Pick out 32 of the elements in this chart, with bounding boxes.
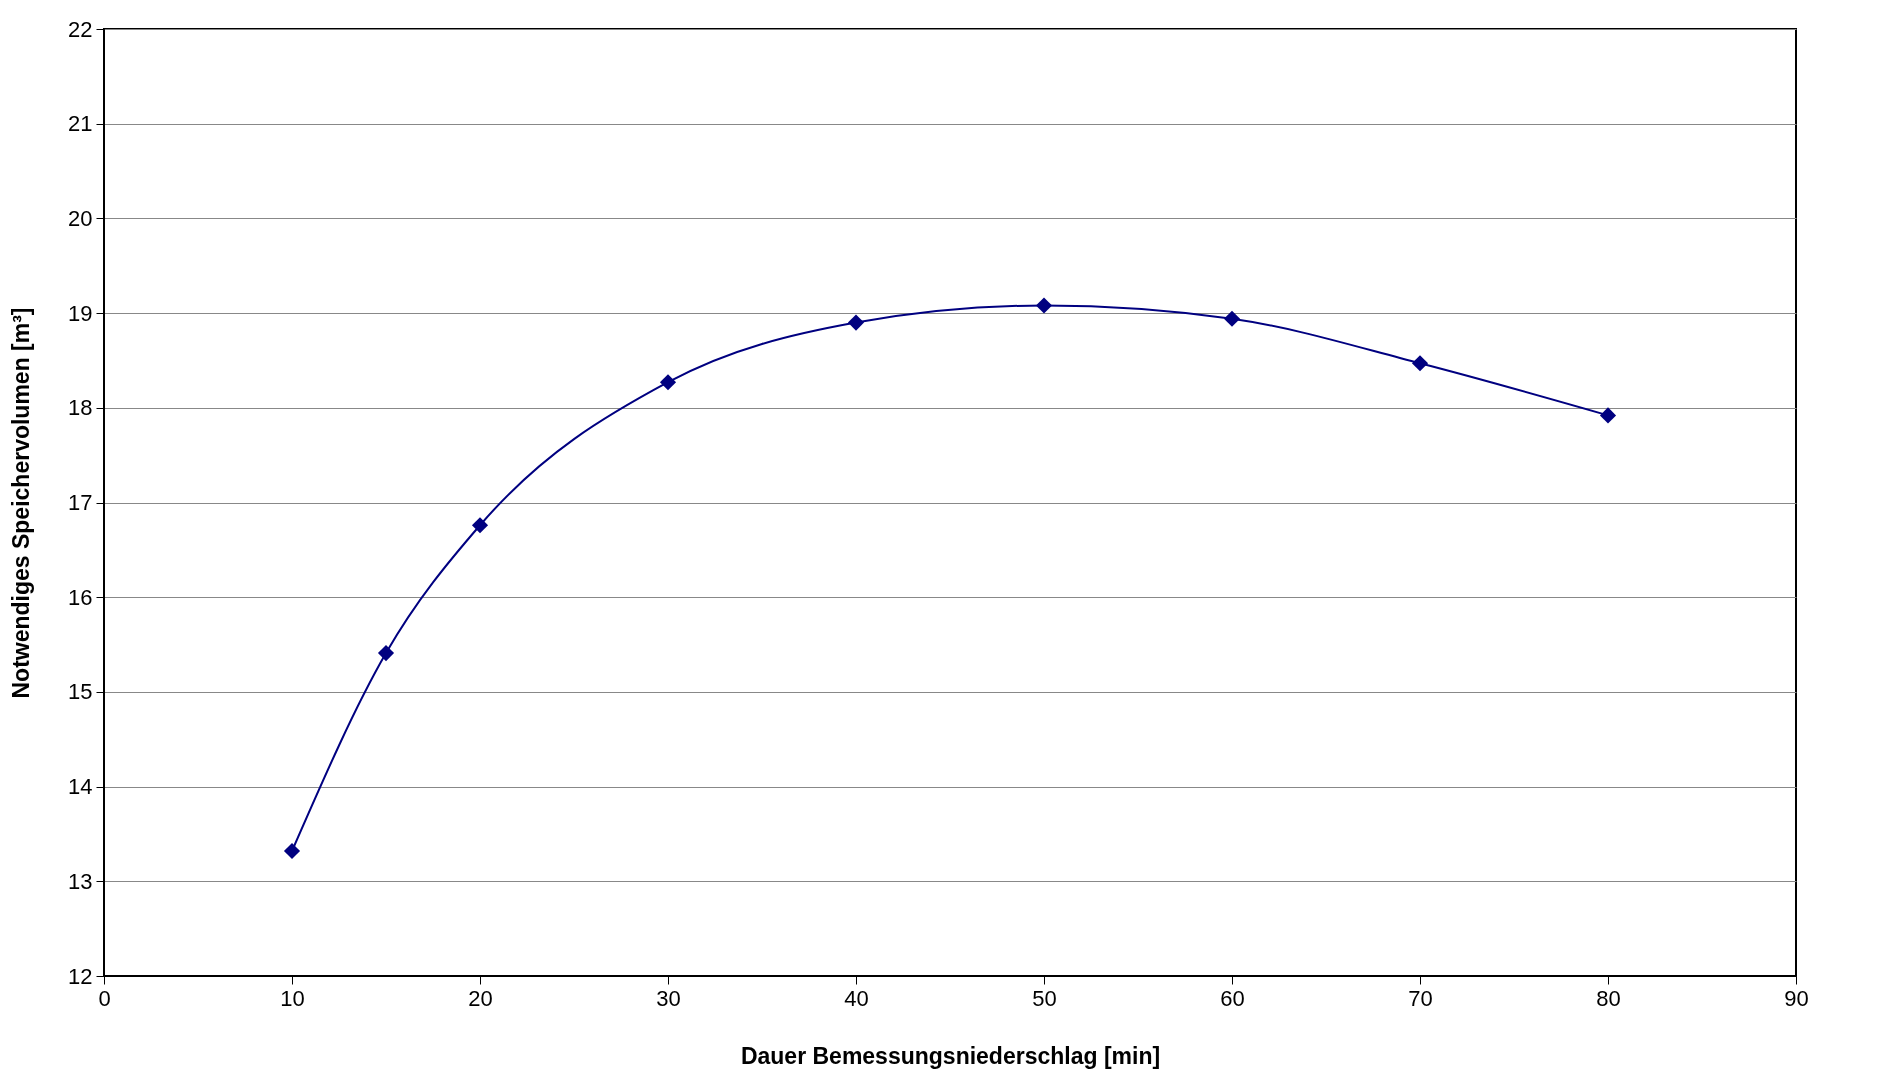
x-tick-label: 70 — [1408, 985, 1433, 1011]
x-tick-label: 80 — [1596, 985, 1621, 1011]
y-tick-label: 16 — [68, 584, 93, 610]
point — [377, 645, 395, 662]
point — [1599, 407, 1617, 424]
point — [1411, 355, 1429, 372]
y-tick-label: 21 — [68, 111, 93, 137]
y-tick-label: 13 — [68, 868, 93, 894]
x-tick-label: 50 — [1032, 985, 1057, 1011]
y-tick-label: 18 — [68, 395, 93, 421]
point — [1223, 310, 1241, 327]
x-tick-label: 20 — [468, 985, 493, 1011]
x-tick-label: 0 — [98, 985, 111, 1011]
y-tick-label: 19 — [68, 300, 93, 326]
x-tick-label: 10 — [280, 985, 305, 1011]
y-tick-label: 14 — [68, 774, 93, 800]
point — [659, 374, 677, 391]
y-tick-label: 15 — [68, 679, 93, 705]
x-tick-label: 60 — [1220, 985, 1245, 1011]
y-tick-label: 12 — [68, 963, 93, 989]
point — [283, 842, 301, 860]
y-axis-title: Notwendiges Speichervolumen [m³] — [8, 307, 35, 699]
y-tick-label: 17 — [68, 490, 93, 515]
point — [847, 314, 865, 331]
x-tick-label: 90 — [1784, 985, 1809, 1011]
point — [1035, 297, 1053, 314]
y-tick-label: 22 — [68, 16, 93, 42]
x-tick-label: 30 — [656, 985, 681, 1011]
x-axis-title: Dauer Bemessungsniederschlag [min] — [740, 1042, 1161, 1069]
x-tick-label: 40 — [844, 985, 869, 1011]
point — [471, 517, 489, 534]
y-tick-label: 20 — [68, 205, 93, 231]
